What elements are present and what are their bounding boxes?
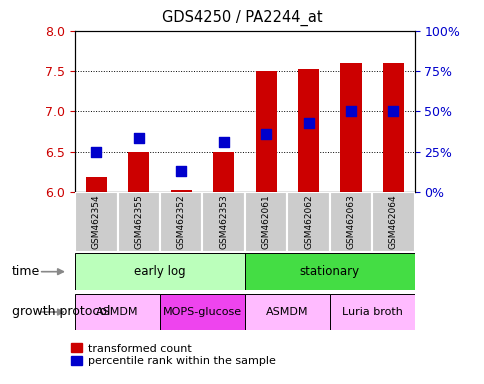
Text: MOPS-glucose: MOPS-glucose <box>163 307 242 317</box>
Bar <box>382 63 403 192</box>
Text: GSM462063: GSM462063 <box>346 194 355 249</box>
Bar <box>372 192 414 252</box>
Text: Luria broth: Luria broth <box>341 307 402 317</box>
Bar <box>244 253 414 290</box>
Bar <box>297 70 318 192</box>
Bar <box>75 294 160 330</box>
Point <box>219 139 227 145</box>
Bar <box>117 192 160 252</box>
Text: GSM462353: GSM462353 <box>219 194 228 249</box>
Text: early log: early log <box>134 265 185 278</box>
Bar <box>329 192 372 252</box>
Bar <box>287 192 329 252</box>
Text: GSM462354: GSM462354 <box>91 194 101 249</box>
Bar <box>244 192 287 252</box>
Bar <box>329 294 414 330</box>
Bar <box>212 152 234 192</box>
Text: GSM462352: GSM462352 <box>176 194 185 249</box>
Text: ASMDM: ASMDM <box>96 307 138 317</box>
Bar <box>255 71 276 192</box>
Text: growth protocol: growth protocol <box>12 306 110 318</box>
Text: GDS4250 / PA2244_at: GDS4250 / PA2244_at <box>162 10 322 26</box>
Text: time: time <box>12 265 40 278</box>
Text: GSM462061: GSM462061 <box>261 194 270 249</box>
Text: stationary: stationary <box>299 265 359 278</box>
Bar <box>75 253 244 290</box>
Point <box>389 108 396 114</box>
Bar <box>170 190 192 192</box>
Point <box>92 149 100 155</box>
Bar <box>75 192 117 252</box>
Bar <box>160 192 202 252</box>
Text: GSM462355: GSM462355 <box>134 194 143 249</box>
Point <box>135 135 142 141</box>
Point <box>177 168 185 174</box>
Bar <box>244 294 329 330</box>
Bar <box>86 177 107 192</box>
Point <box>304 121 312 127</box>
Point <box>262 131 270 137</box>
Bar <box>202 192 244 252</box>
Text: GSM462064: GSM462064 <box>388 194 397 249</box>
Point <box>347 108 354 114</box>
Bar <box>128 152 149 192</box>
Legend: transformed count, percentile rank within the sample: transformed count, percentile rank withi… <box>71 343 275 366</box>
Bar <box>160 294 244 330</box>
Text: ASMDM: ASMDM <box>266 307 308 317</box>
Text: GSM462062: GSM462062 <box>303 194 313 249</box>
Bar <box>340 63 361 192</box>
